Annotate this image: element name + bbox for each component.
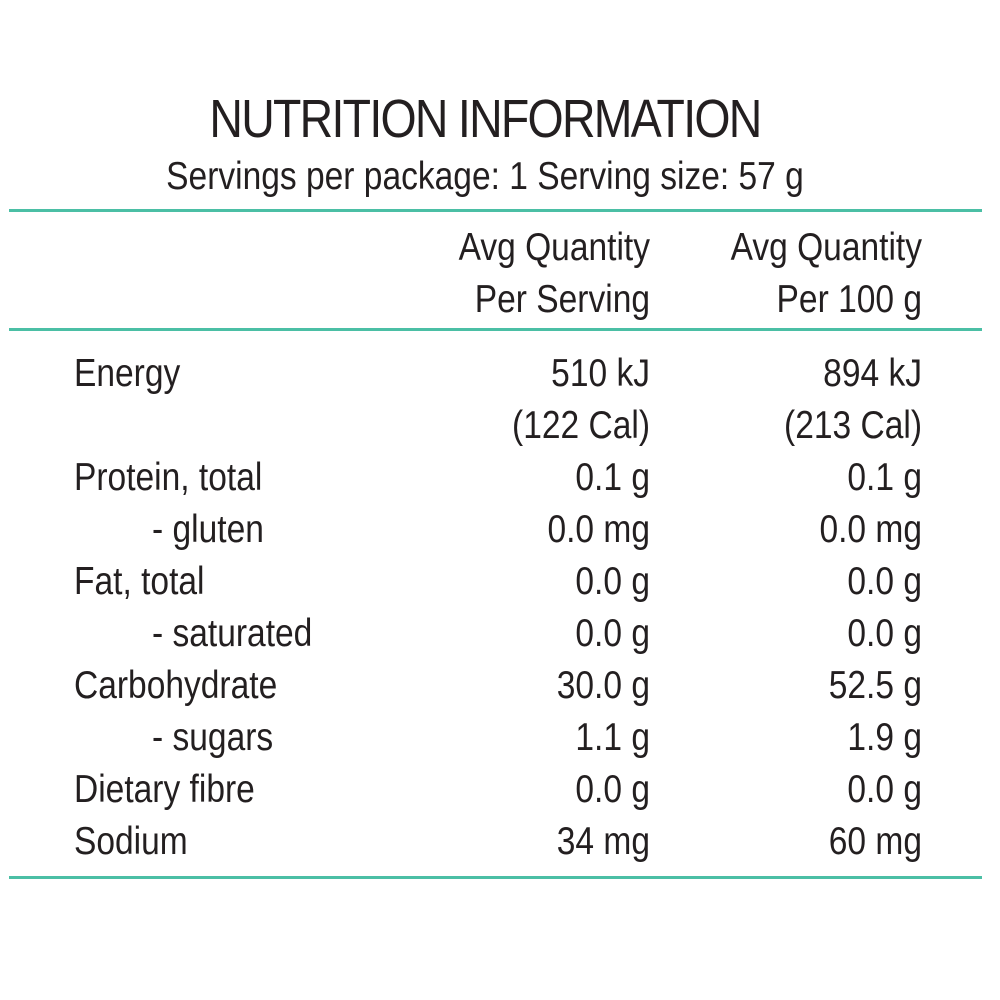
serving-info: Servings per package: 1 Serving size: 57…: [166, 155, 804, 198]
value-per-serving: 34 mg: [556, 820, 650, 863]
divider-middle: [9, 328, 982, 331]
nutrient-label: Energy: [74, 352, 181, 395]
value-per-100g: 0.0 g: [847, 768, 922, 811]
value-per-100g: 0.0 g: [847, 612, 922, 655]
column-header-line: Avg Quantity: [458, 226, 650, 269]
column-header-per-100g: Avg Quantity Per 100 g: [647, 222, 922, 326]
nutrient-label: Protein, total: [74, 456, 263, 499]
column-header-per-serving: Avg Quantity Per Serving: [375, 222, 650, 326]
value-per-serving: 1.1 g: [575, 716, 650, 759]
nutrient-label: Dietary fibre: [74, 768, 255, 811]
value-per-100g: 0.1 g: [847, 456, 922, 499]
nutrient-sublabel: - sugars: [152, 716, 274, 759]
value-per-100g: 52.5 g: [828, 664, 922, 707]
value-per-serving: 0.1 g: [575, 456, 650, 499]
table-row: Protein, total 0.1 g 0.1 g: [0, 452, 1000, 504]
nutrient-sublabel: - gluten: [152, 508, 264, 551]
nutrient-label: Fat, total: [74, 560, 205, 603]
value-cal: (213 Cal): [784, 404, 922, 447]
table-row: - saturated 0.0 g 0.0 g: [0, 608, 1000, 660]
nutrient-sublabel: - saturated: [152, 612, 313, 655]
value-per-serving: 0.0 g: [575, 612, 650, 655]
table-row: - sugars 1.1 g 1.9 g: [0, 712, 1000, 764]
column-header-line: Per 100 g: [776, 278, 922, 321]
value-per-serving: 30.0 g: [556, 664, 650, 707]
value-per-serving: 0.0 mg: [547, 508, 650, 551]
value-per-100g: 0.0 mg: [819, 508, 922, 551]
table-row: Dietary fibre 0.0 g 0.0 g: [0, 764, 1000, 816]
value-per-100g: 0.0 g: [847, 560, 922, 603]
column-header-line: Avg Quantity: [730, 226, 922, 269]
value-per-100g: 1.9 g: [847, 716, 922, 759]
panel-title: NUTRITION INFORMATION: [209, 89, 762, 149]
table-row: Fat, total 0.0 g 0.0 g: [0, 556, 1000, 608]
value-kj: 510 kJ: [551, 352, 650, 395]
nutrient-label: Carbohydrate: [74, 664, 278, 707]
table-row: Sodium 34 mg 60 mg: [0, 816, 1000, 868]
table-row: Carbohydrate 30.0 g 52.5 g: [0, 660, 1000, 712]
nutrient-rows: Energy 510 kJ (122 Cal) 894 kJ (213 Cal)…: [0, 348, 1000, 868]
value-cal: (122 Cal): [512, 404, 650, 447]
nutrient-label: Sodium: [74, 820, 188, 863]
divider-bottom: [9, 876, 982, 879]
column-header-line: Per Serving: [474, 278, 650, 321]
value-per-serving: 510 kJ (122 Cal): [375, 348, 650, 452]
value-per-100g: 60 mg: [828, 820, 922, 863]
divider-top: [9, 209, 982, 212]
table-row: - gluten 0.0 mg 0.0 mg: [0, 504, 1000, 556]
table-row-energy: Energy 510 kJ (122 Cal) 894 kJ (213 Cal): [0, 348, 1000, 452]
value-kj: 894 kJ: [823, 352, 922, 395]
value-per-serving: 0.0 g: [575, 768, 650, 811]
value-per-100g: 894 kJ (213 Cal): [647, 348, 922, 452]
value-per-serving: 0.0 g: [575, 560, 650, 603]
